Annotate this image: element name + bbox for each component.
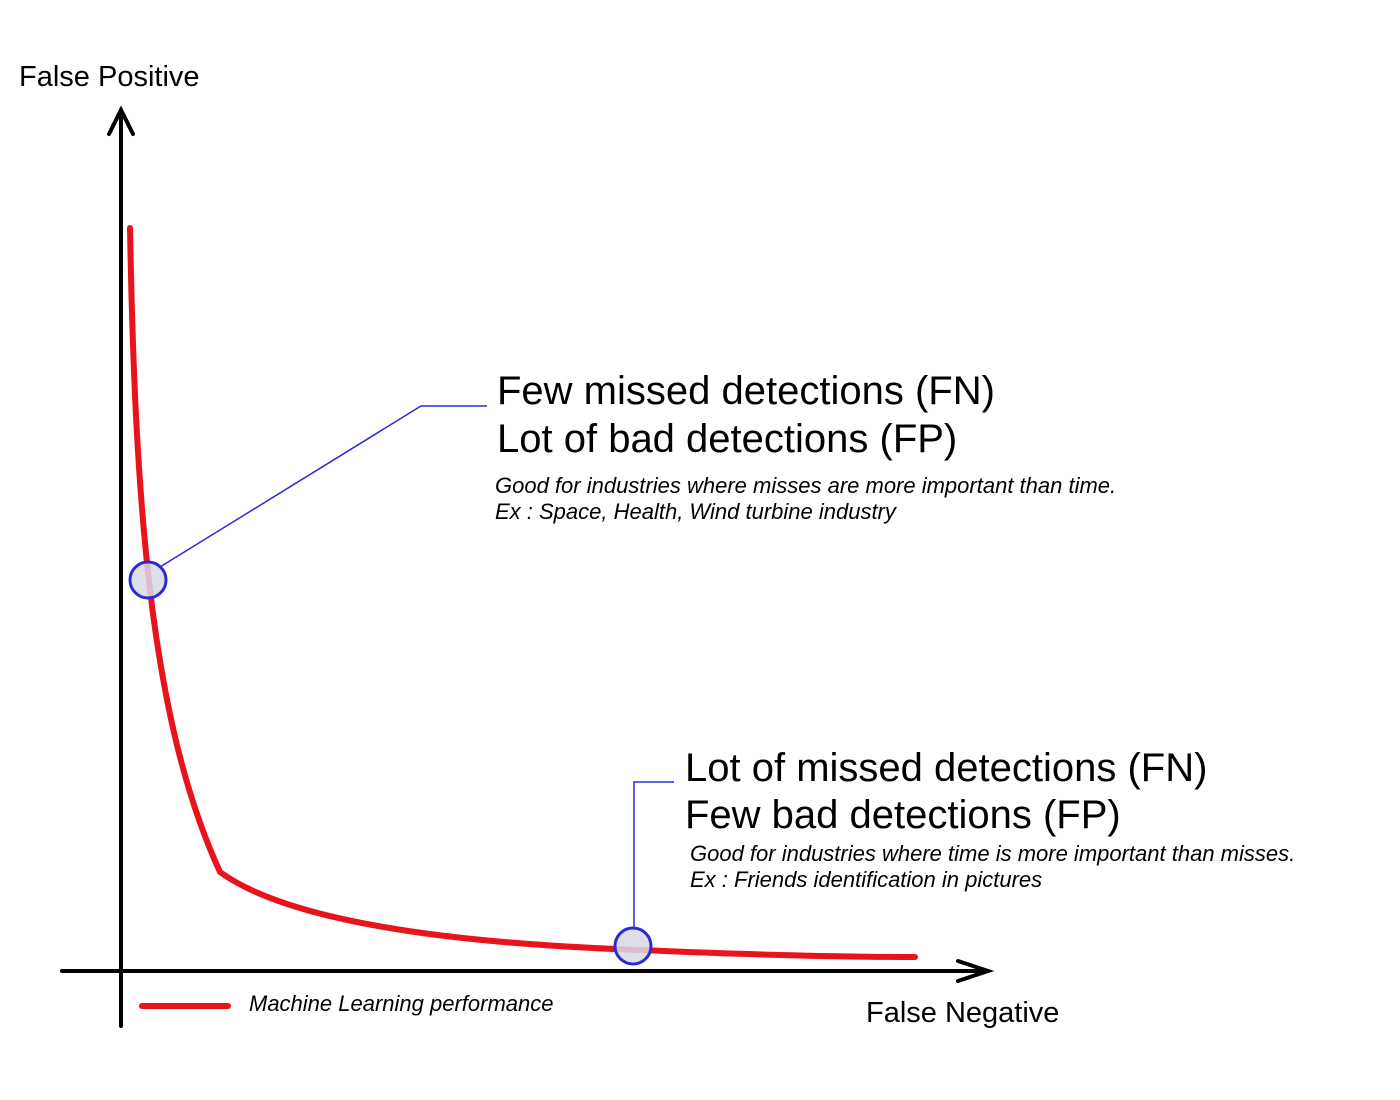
lower-annotation-note1: Good for industries where time is more i… [690,841,1295,866]
axes [60,105,995,1028]
lower-annotation-line2: Few bad detections (FP) [685,793,1121,837]
upper-annotation-note1: Good for industries where misses are mor… [495,473,1116,498]
x-axis-arrowhead [956,959,995,983]
lower-point-marker [613,926,653,966]
upper-annotation-line1: Few missed detections (FN) [497,369,995,413]
upper-point-marker [128,560,168,600]
lower-annotation-line1: Lot of missed detections (FN) [685,746,1207,790]
y-axis-label: False Positive [19,61,200,93]
performance-curve [127,225,918,960]
y-axis-arrowhead [107,105,135,136]
upper-leader-line [159,405,487,568]
x-axis-label: False Negative [866,997,1059,1029]
legend-label: Machine Learning performance [249,991,554,1016]
lower-annotation-note2: Ex : Friends identification in pictures [690,867,1042,892]
lower-leader-line [633,781,674,928]
upper-annotation-line2: Lot of bad detections (FP) [497,417,957,461]
legend: Machine Learning performance [139,991,554,1016]
upper-annotation-note2: Ex : Space, Health, Wind turbine industr… [495,499,898,524]
